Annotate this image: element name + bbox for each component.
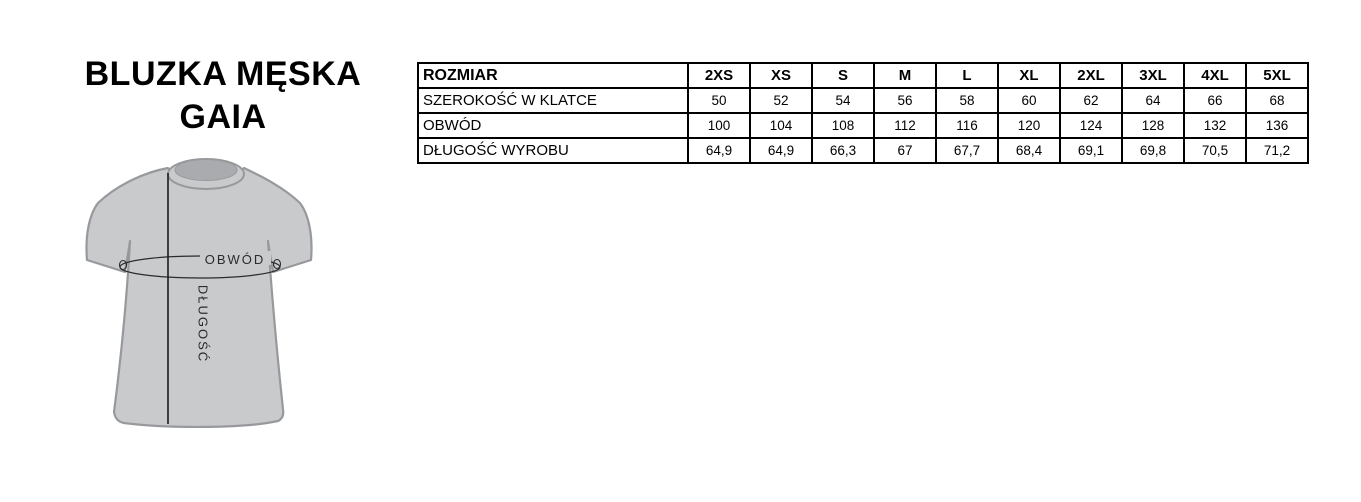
measurement-value-cell: 64,9 bbox=[687, 137, 751, 164]
size-column-header: 2XL bbox=[1059, 62, 1123, 89]
measurement-row: SZEROKOŚĆ W KLATCE 50 52 54 56 58 60 62 64 66 68 bbox=[417, 87, 1309, 114]
measurement-value-cell: 64 bbox=[1121, 87, 1185, 114]
circumference-tip-right bbox=[272, 258, 282, 270]
size-table-body: SZEROKOŚĆ W KLATCE 50 52 54 56 58 60 62 64 66 68 OB… bbox=[417, 87, 1309, 164]
measurement-value-cell: 50 bbox=[687, 87, 751, 114]
measurement-value-cell: 112 bbox=[873, 112, 937, 139]
measurement-value-cell: 66,3 bbox=[811, 137, 875, 164]
measurement-value-cell: 136 bbox=[1245, 112, 1309, 139]
measurement-value-cell: 66 bbox=[1183, 87, 1247, 114]
measurement-value-cell: 120 bbox=[997, 112, 1061, 139]
circumference-tip-left bbox=[118, 259, 128, 271]
measurement-value-cell: 132 bbox=[1183, 112, 1247, 139]
measurement-value-cell: 104 bbox=[749, 112, 813, 139]
measurement-row-label: DŁUGOŚĆ WYROBU bbox=[417, 137, 689, 164]
tshirt-diagram: OBWÓD DŁUGOŚĆ bbox=[84, 156, 316, 435]
measurement-value-cell: 68 bbox=[1245, 87, 1309, 114]
measurement-row: OBWÓD 100 104 108 112 116 120 124 128 132 136 bbox=[417, 112, 1309, 139]
measurement-value-cell: 58 bbox=[935, 87, 999, 114]
circumference-label-backdrop bbox=[200, 251, 271, 265]
product-title-line2: GAIA bbox=[179, 98, 267, 136]
measurement-value-cell: 70,5 bbox=[1183, 137, 1247, 164]
size-column-header: S bbox=[811, 62, 875, 89]
size-table-corner-cell: ROZMIAR bbox=[417, 62, 689, 89]
product-title-line1: BLUZKA MĘSKA bbox=[84, 55, 362, 93]
measurement-row: DŁUGOŚĆ WYROBU 64,9 64,9 66,3 67 67,7 68,4 69,1… bbox=[417, 137, 1309, 164]
product-title: BLUZKA MĘSKA GAIA bbox=[40, 53, 406, 139]
size-column-header: 5XL bbox=[1245, 62, 1309, 89]
measurement-value-cell: 67 bbox=[873, 137, 937, 164]
measurement-value-cell: 60 bbox=[997, 87, 1061, 114]
measurement-value-cell: 124 bbox=[1059, 112, 1123, 139]
measurement-value-cell: 100 bbox=[687, 112, 751, 139]
measurement-value-cell: 128 bbox=[1121, 112, 1185, 139]
collar-opening bbox=[174, 159, 238, 181]
tshirt-illustration: OBWÓD DŁUGOŚĆ bbox=[85, 158, 313, 429]
measurement-value-cell: 64,9 bbox=[749, 137, 813, 164]
measurement-value-cell: 68,4 bbox=[997, 137, 1061, 164]
measurement-row-label: SZEROKOŚĆ W KLATCE bbox=[417, 87, 689, 114]
measurement-value-cell: 67,7 bbox=[935, 137, 999, 164]
measurement-value-cell: 69,8 bbox=[1121, 137, 1185, 164]
size-column-header: M bbox=[873, 62, 937, 89]
measurement-row-label: OBWÓD bbox=[417, 112, 689, 139]
measurement-value-cell: 71,2 bbox=[1245, 137, 1309, 164]
size-column-header: L bbox=[935, 62, 999, 89]
measurement-value-cell: 56 bbox=[873, 87, 937, 114]
size-column-header: 4XL bbox=[1183, 62, 1247, 89]
circumference-label: OBWÓD bbox=[205, 252, 266, 267]
size-column-header: 2XS bbox=[687, 62, 751, 89]
measurement-value-cell: 54 bbox=[811, 87, 875, 114]
size-table-header-row: ROZMIAR 2XS XS S M L XL 2XL 3XL 4XL 5XL bbox=[417, 62, 1309, 89]
measurement-value-cell: 116 bbox=[935, 112, 999, 139]
size-table: ROZMIAR 2XS XS S M L XL 2XL 3XL 4XL 5XL SZEROKOŚĆ… bbox=[417, 62, 1309, 164]
measurement-value-cell: 108 bbox=[811, 112, 875, 139]
measurement-value-cell: 52 bbox=[749, 87, 813, 114]
measurement-value-cell: 69,1 bbox=[1059, 137, 1123, 164]
size-column-header: XS bbox=[749, 62, 813, 89]
size-column-header: 3XL bbox=[1121, 62, 1185, 89]
size-column-header: XL bbox=[997, 62, 1061, 89]
measurement-value-cell: 62 bbox=[1059, 87, 1123, 114]
length-label: DŁUGOŚĆ bbox=[196, 285, 211, 363]
